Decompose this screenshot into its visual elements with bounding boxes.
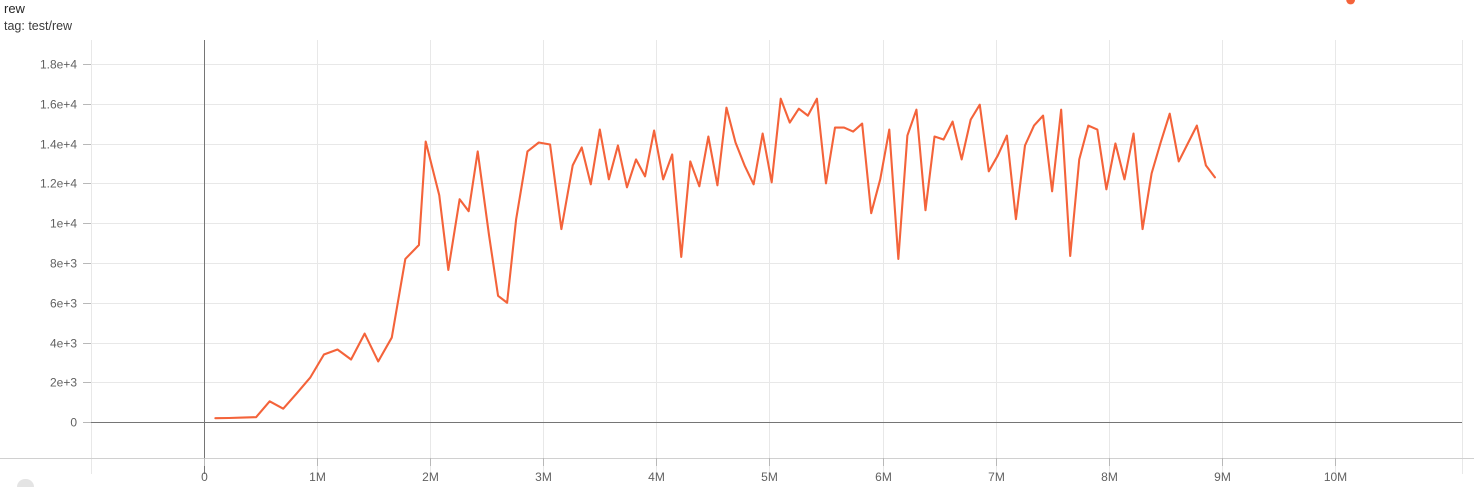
x-tick-label: 0 bbox=[201, 470, 208, 484]
horizontal-gridlines bbox=[91, 64, 1462, 383]
end-point-marker[interactable] bbox=[1346, 0, 1356, 5]
y-tick-label: 1.8e+4 bbox=[40, 58, 77, 72]
x-tick-label: 8M bbox=[1101, 470, 1118, 484]
y-tick-label: 1e+4 bbox=[50, 217, 77, 231]
y-tick-label: 0 bbox=[70, 416, 77, 430]
x-tick-label: 10M bbox=[1324, 470, 1347, 484]
x-tick-label: 7M bbox=[988, 470, 1005, 484]
y-tick-label: 6e+3 bbox=[50, 297, 77, 311]
x-tick-label: 1M bbox=[309, 470, 326, 484]
y-tick-label: 2e+3 bbox=[50, 376, 77, 390]
y-tick-label: 1.2e+4 bbox=[40, 177, 77, 191]
y-tick-label: 1.4e+4 bbox=[40, 138, 77, 152]
chart-tag-subtitle: tag: test/rew bbox=[4, 19, 73, 33]
y-axis-ticks: 0 2e+3 4e+3 6e+3 8e+3 1e+4 1.2e+4 1.4e+4 1.6e+4 1… bbox=[40, 58, 91, 430]
x-axis-ticks: 0 1M 2M 3M 4M 5M 6M 7M 8M 9M 10M bbox=[201, 458, 1347, 484]
series-group[interactable] bbox=[214, 97, 1216, 420]
y-tick-label: 1.6e+4 bbox=[40, 98, 77, 112]
y-tick-label: 8e+3 bbox=[50, 257, 77, 271]
x-tick-label: 6M bbox=[875, 470, 892, 484]
x-tick-label: 9M bbox=[1214, 470, 1231, 484]
x-tick-label: 5M bbox=[761, 470, 778, 484]
axis-lines bbox=[0, 40, 1474, 474]
series-end-marker[interactable] bbox=[1346, 0, 1356, 5]
series-line[interactable] bbox=[214, 97, 1216, 420]
y-tick-label: 4e+3 bbox=[50, 337, 77, 351]
chart-title: rew bbox=[4, 1, 25, 16]
x-tick-label: 2M bbox=[422, 470, 439, 484]
bottom-toolbar-nub[interactable] bbox=[17, 479, 34, 487]
vertical-gridlines bbox=[91, 40, 1463, 474]
x-tick-label: 3M bbox=[535, 470, 552, 484]
x-tick-label: 4M bbox=[648, 470, 665, 484]
